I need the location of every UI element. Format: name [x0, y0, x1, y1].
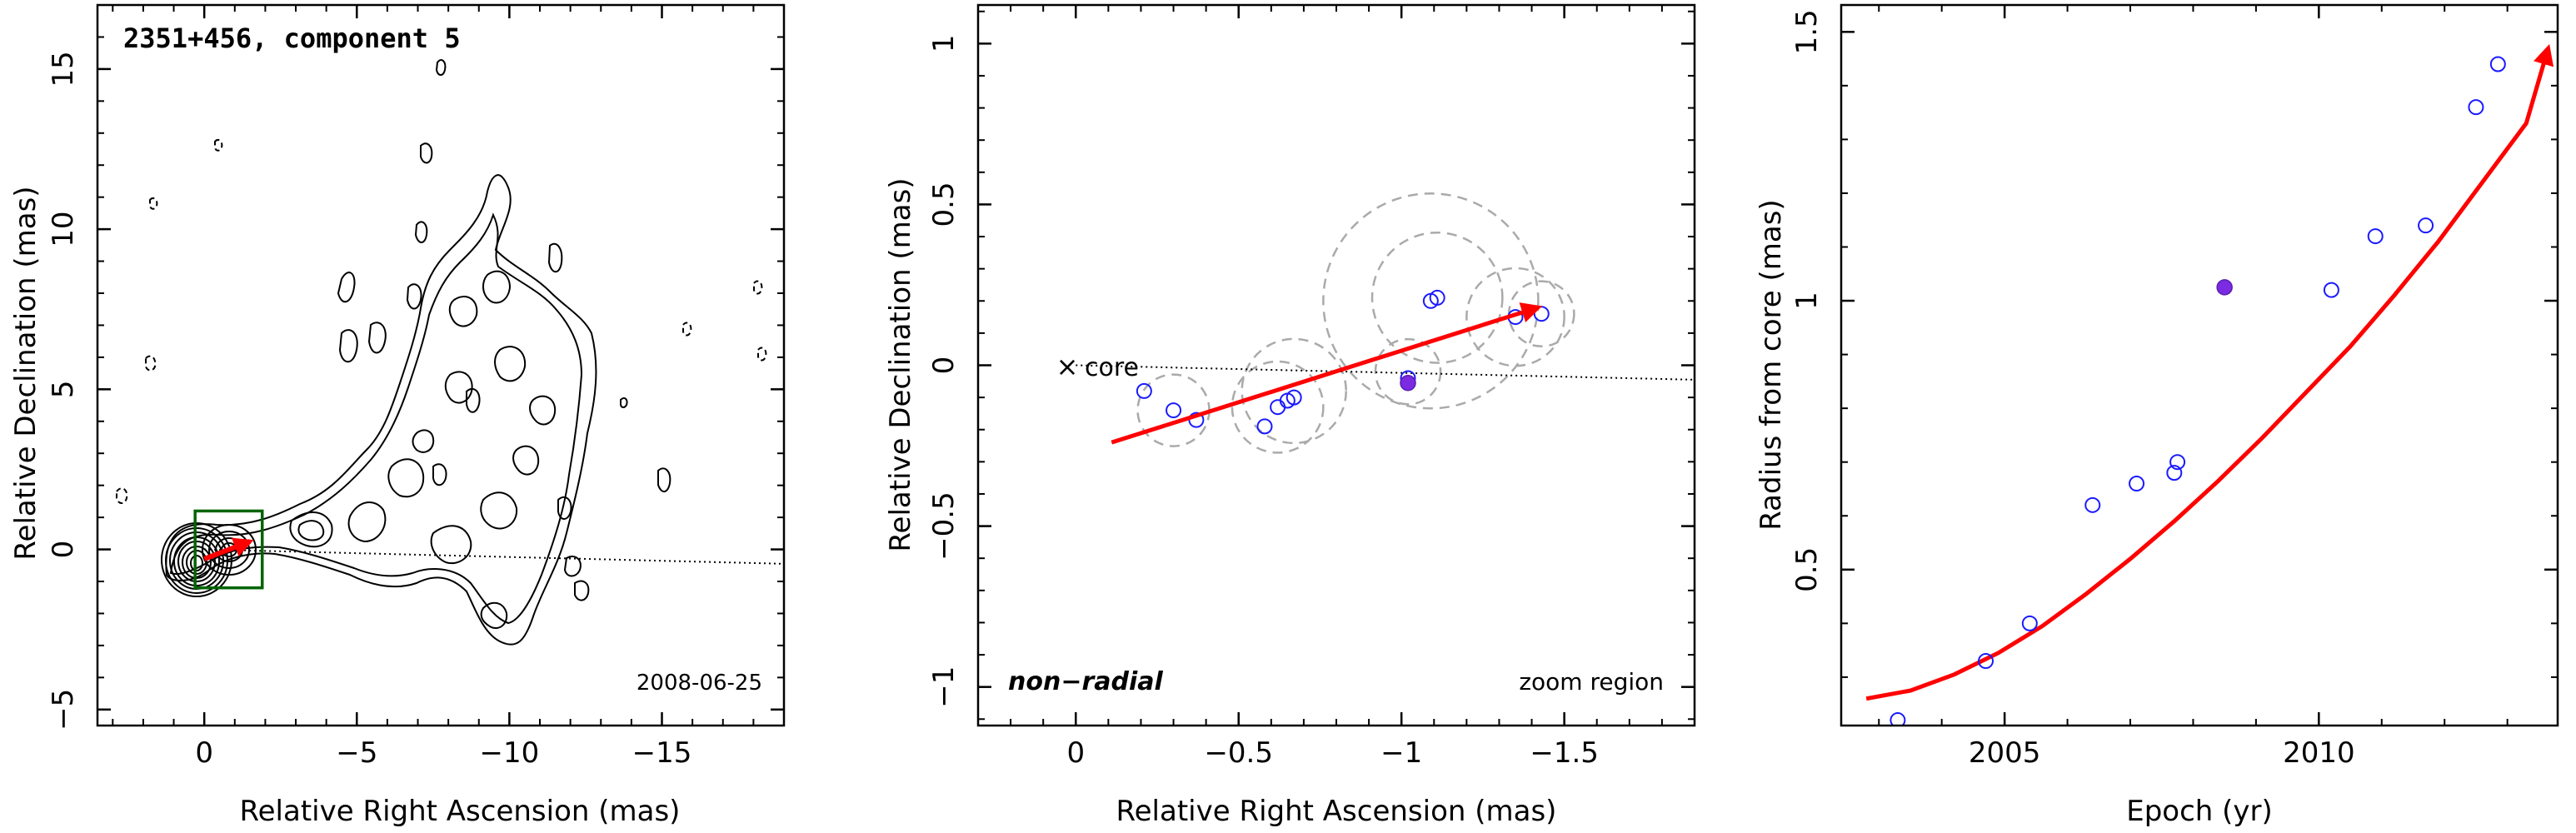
error-circle — [1322, 192, 1540, 410]
y-tick-label: −1 — [927, 666, 961, 708]
y-tick-label: 0 — [927, 357, 961, 375]
velocity-arrow — [1111, 302, 1543, 445]
position-point — [1286, 389, 1302, 406]
position-point — [1256, 418, 1273, 435]
velocity-arrow — [203, 537, 254, 561]
radius-point — [2084, 496, 2101, 513]
x-tick-label: −15 — [632, 736, 692, 770]
position-point — [1166, 402, 1182, 419]
radius-point — [2468, 99, 2484, 116]
y-tick-label: 1 — [927, 35, 961, 53]
radius-point — [2021, 615, 2038, 631]
x-tick-label: −5 — [336, 736, 377, 770]
position-point — [1136, 382, 1152, 399]
y-tick-label: 0.5 — [927, 182, 961, 227]
y-tick-label: 0.5 — [1790, 547, 1824, 592]
plot-frame — [1840, 3, 2559, 727]
y-tick-label: 10 — [47, 211, 80, 247]
x-tick-label: −1.5 — [1530, 736, 1599, 770]
core-label: core — [1085, 353, 1139, 382]
error-circle — [1465, 267, 1565, 367]
contour-map — [116, 59, 767, 646]
x-tick-label: −1 — [1380, 736, 1422, 770]
y-tick-label: −5 — [47, 689, 80, 731]
jet-axis-line — [1076, 364, 1695, 381]
highlighted-point — [1400, 374, 1416, 392]
zoom-region-panel: 0 −0.5 −1 −1.5 −1 −0.5 0 0.5 1 × core non−radial… — [884, 3, 1696, 828]
y-axis-label: Relative Declination (mas) — [884, 177, 917, 551]
motion-label: non−radial — [1008, 667, 1164, 696]
component-positions — [1136, 289, 1550, 435]
y-tick-label: 15 — [47, 51, 80, 87]
y-tick-label: −0.5 — [927, 491, 961, 561]
x-axis-label: Epoch (yr) — [2126, 795, 2273, 828]
jet-axis-line — [204, 548, 784, 565]
radius-point — [1978, 653, 1994, 670]
highlighted-point — [2216, 279, 2233, 296]
error-circle — [1241, 337, 1347, 445]
y-axis-label: Radius from core (mas) — [1755, 199, 1788, 530]
position-point — [1270, 399, 1286, 416]
radius-point — [2367, 228, 2384, 245]
x-tick-label: −10 — [480, 736, 540, 770]
error-circle — [1374, 337, 1442, 406]
position-point — [1429, 289, 1445, 306]
axes: 2005 2010 0.5 1 1.5 — [1790, 5, 2558, 770]
zoom-region-box — [193, 509, 264, 590]
map-title: 2351+456, component 5 — [123, 22, 461, 54]
x-axis-label: Relative Right Ascension (mas) — [240, 795, 681, 828]
y-tick-label: 1 — [1790, 292, 1824, 310]
error-circle — [1370, 231, 1504, 364]
x-tick-label: −0.5 — [1204, 736, 1273, 770]
y-tick-label: 5 — [47, 381, 80, 399]
radius-point — [2166, 465, 2183, 481]
axes: 0 −5 −10 −15 −5 0 5 10 15 — [47, 4, 785, 770]
y-axis-label: Relative Declination (mas) — [9, 186, 42, 560]
core-marker: × — [1056, 351, 1079, 382]
radius-point — [2129, 476, 2145, 492]
radius-point — [2323, 282, 2339, 298]
region-label: zoom region — [1519, 668, 1664, 696]
x-tick-label: 0 — [1066, 736, 1085, 770]
x-tick-label: 2005 — [1969, 736, 2041, 770]
y-tick-label: 1.5 — [1790, 9, 1824, 54]
y-tick-label: 0 — [47, 541, 80, 559]
fit-curve — [1865, 43, 2554, 701]
error-circle — [1231, 360, 1325, 454]
radius-point — [1890, 712, 1906, 726]
x-tick-label: 2010 — [2283, 736, 2355, 770]
radius-point — [2418, 217, 2434, 234]
axes: 0 −0.5 −1 −1.5 −1 −0.5 0 0.5 1 — [927, 5, 1695, 770]
radius-points — [1890, 56, 2506, 726]
radius-epoch-panel: 2005 2010 0.5 1 1.5 Epoch (yr) Radius from c… — [1755, 3, 2559, 828]
radius-point — [2169, 454, 2186, 471]
x-axis-label: Relative Right Ascension (mas) — [1116, 795, 1557, 828]
map-date: 2008-06-25 — [637, 671, 762, 696]
x-tick-label: 0 — [195, 736, 213, 770]
error-circles — [1136, 192, 1575, 454]
plot-frame — [96, 3, 786, 727]
radius-point — [2489, 56, 2506, 72]
